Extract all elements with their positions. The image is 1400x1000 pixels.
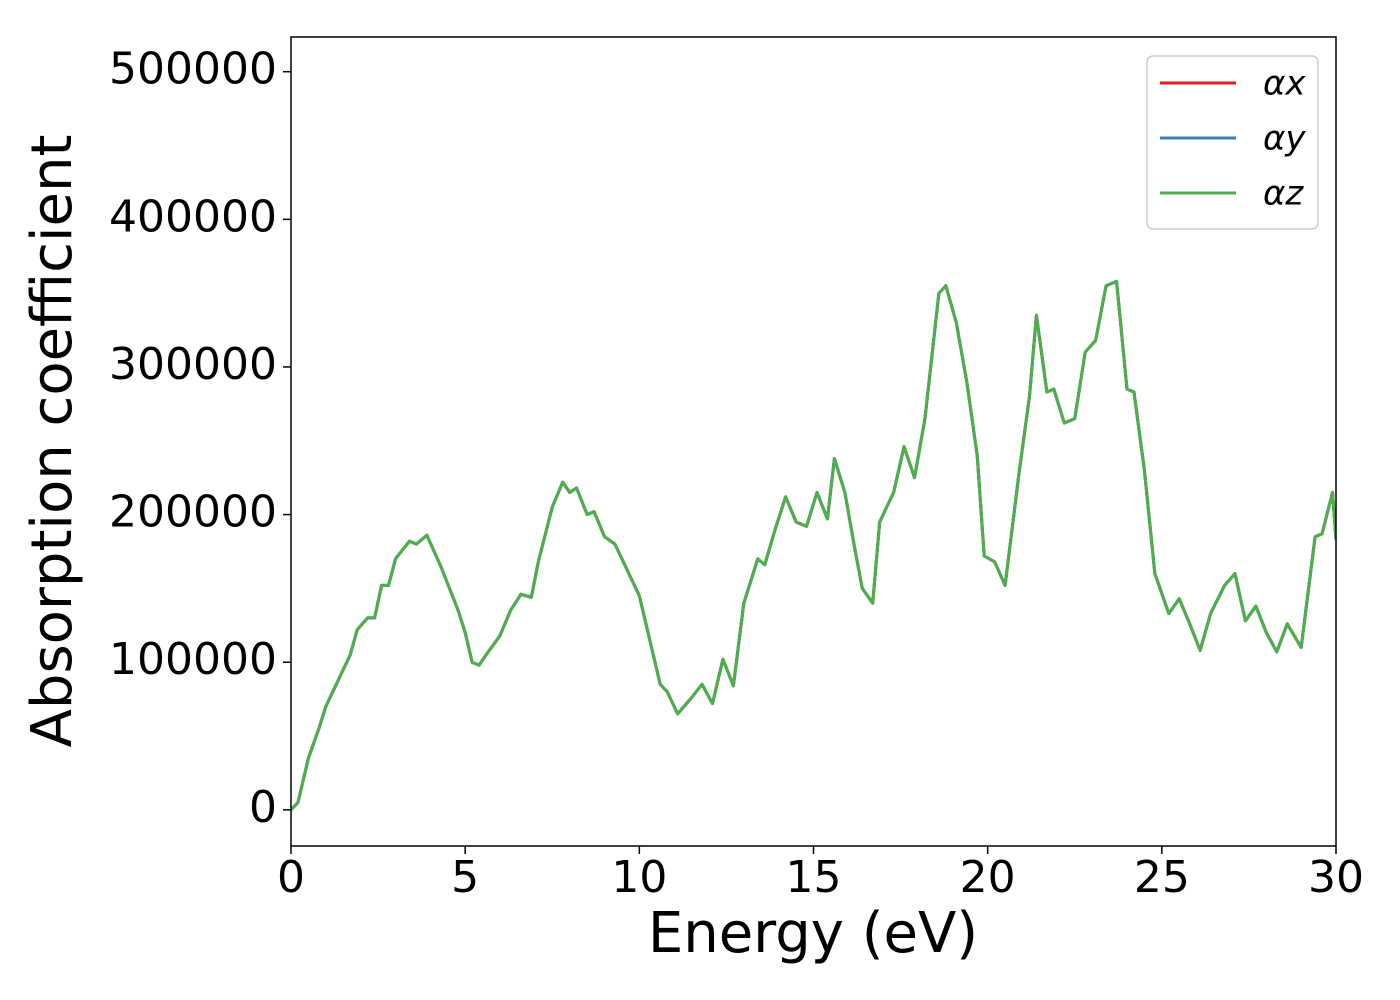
legend-label: αz bbox=[1263, 174, 1304, 214]
y-tick-label: 0 bbox=[249, 782, 277, 833]
data-line bbox=[291, 279, 1336, 811]
y-axis-label: Absorption coefficient bbox=[20, 135, 85, 748]
data-line bbox=[291, 279, 1336, 811]
y-tick-label: 100000 bbox=[109, 634, 277, 685]
data-line bbox=[291, 279, 1336, 811]
x-tick-label: 15 bbox=[786, 852, 842, 903]
legend-label: αy bbox=[1263, 119, 1306, 159]
y-tick-label: 400000 bbox=[109, 191, 277, 242]
y-tick-label: 300000 bbox=[109, 339, 277, 390]
y-tick-label: 200000 bbox=[109, 487, 277, 538]
x-tick-label: 30 bbox=[1308, 852, 1364, 903]
x-tick-label: 25 bbox=[1134, 852, 1190, 903]
x-tick-label: 20 bbox=[960, 852, 1016, 903]
x-tick-label: 0 bbox=[277, 852, 305, 903]
plot-frame bbox=[290, 36, 1337, 847]
legend-box bbox=[1146, 55, 1319, 230]
legend-label: αx bbox=[1263, 64, 1306, 104]
y-tick-label: 500000 bbox=[109, 44, 277, 95]
x-axis-label: Energy (eV) bbox=[648, 901, 978, 966]
x-tick-label: 5 bbox=[451, 852, 479, 903]
x-tick-label: 10 bbox=[611, 852, 667, 903]
